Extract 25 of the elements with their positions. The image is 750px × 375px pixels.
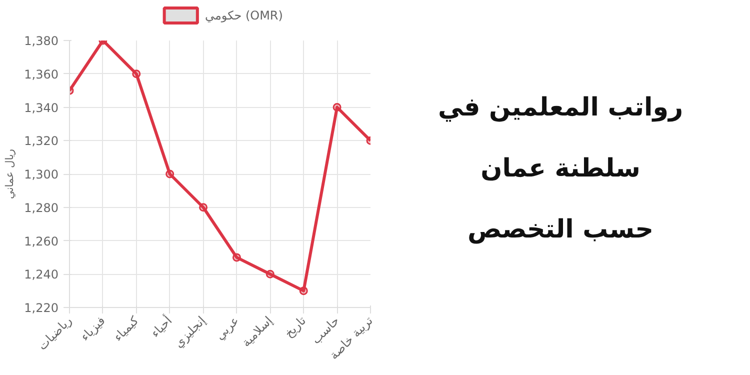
x-tick-label: فيزياء [78,314,108,344]
point [266,270,274,278]
x-tick-label: رياضيات [35,313,75,353]
y-tick-label: 1,300 [24,168,59,182]
x-tick-label: تاريخ [282,314,309,340]
x-tick-label: كيمياء [110,313,142,344]
point [199,203,208,212]
x-tick-label: عربي [212,314,242,343]
y-tick-label: 1,280 [24,200,59,215]
y-tick-label: 1,340 [24,100,59,115]
y-tick-label: 1,320 [24,134,59,148]
legend-label: حكومي (OMR) [204,8,283,22]
y-tick-label: 1,360 [24,67,59,82]
y-tick-label: 1,240 [24,268,59,282]
y-tick-label: 1,260 [24,234,59,248]
y-axis-title: ريال عماني [3,148,16,200]
point [132,70,141,78]
point [299,286,308,296]
point [166,170,174,178]
y-tick-label: 1,380 [24,34,59,48]
y-tick-label: 1,220 [24,301,59,315]
x-tick-label: إسلامية [239,314,276,350]
point [332,103,342,112]
chart-title: رواتب المعلمين في سلطنة عمان حسب التخصص [438,91,684,244]
point [232,253,241,262]
